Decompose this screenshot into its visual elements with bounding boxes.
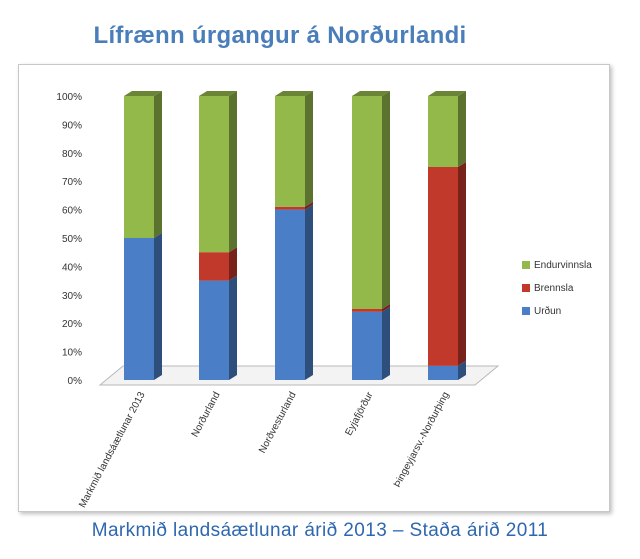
bar-segment-endurvinnsla xyxy=(275,91,313,207)
y-tick-label: 30% xyxy=(62,291,82,302)
bar-segment-urðun xyxy=(199,275,237,380)
bar-top xyxy=(352,91,390,96)
x-category-label: Markmið landsáætlunar 2013 xyxy=(76,389,148,509)
y-tick-label: 50% xyxy=(62,234,82,245)
bar-segment-endurvinnsla xyxy=(428,91,466,167)
y-tick-label: 10% xyxy=(62,348,82,359)
legend-label: Urðun xyxy=(534,305,561,317)
chart-subtitle: Markmið landsáætlunar árið 2013 – Staða … xyxy=(91,520,549,541)
legend-swatch xyxy=(522,307,530,315)
legend-item: Urðun xyxy=(522,305,561,317)
bar-segment-brennsla xyxy=(428,162,466,366)
legend-swatch xyxy=(522,261,530,269)
bar-segment-brennsla xyxy=(352,304,390,312)
chart-frame xyxy=(18,64,610,512)
bar-segment-endurvinnsla xyxy=(199,91,237,253)
bar-segment-urðun xyxy=(428,360,466,380)
y-tick-label: 80% xyxy=(62,149,82,160)
x-category-label: Norðvesturland xyxy=(256,390,298,456)
y-tick-label: 20% xyxy=(62,319,82,330)
bar-segment-urðun xyxy=(275,204,313,380)
y-tick-label: 90% xyxy=(62,120,82,131)
y-tick-label: 100% xyxy=(56,92,82,103)
bar-top xyxy=(428,91,466,96)
bar-segment-brennsla xyxy=(275,201,313,210)
x-category-label: Norðurland xyxy=(189,390,223,439)
x-category-label: Eyjafjörður xyxy=(343,389,376,437)
bar-segment-urðun xyxy=(352,306,390,380)
legend-item: Brennsla xyxy=(522,283,574,294)
bar-top xyxy=(199,91,237,96)
y-tick-label: 0% xyxy=(68,376,83,387)
y-tick-label: 60% xyxy=(62,206,82,217)
bar-segment-endurvinnsla xyxy=(352,91,390,309)
chart-title: Lífrænn úrgangur á Norðurlandi xyxy=(93,22,467,49)
bar-segment-brennsla xyxy=(199,247,237,281)
bar-segment-endurvinnsla xyxy=(124,91,162,238)
legend-swatch xyxy=(522,284,530,292)
legend-label: Endurvinnsla xyxy=(534,260,592,271)
y-tick-label: 40% xyxy=(62,262,82,273)
legend-item: Endurvinnsla xyxy=(522,260,592,271)
bar-top xyxy=(275,91,313,96)
y-tick-label: 70% xyxy=(62,177,82,188)
legend-label: Brennsla xyxy=(534,283,574,294)
x-category-label: Þingeyjarsv.-Norðurþing xyxy=(391,390,452,490)
bar-top xyxy=(124,91,162,96)
bar-segment-urðun xyxy=(124,233,162,380)
